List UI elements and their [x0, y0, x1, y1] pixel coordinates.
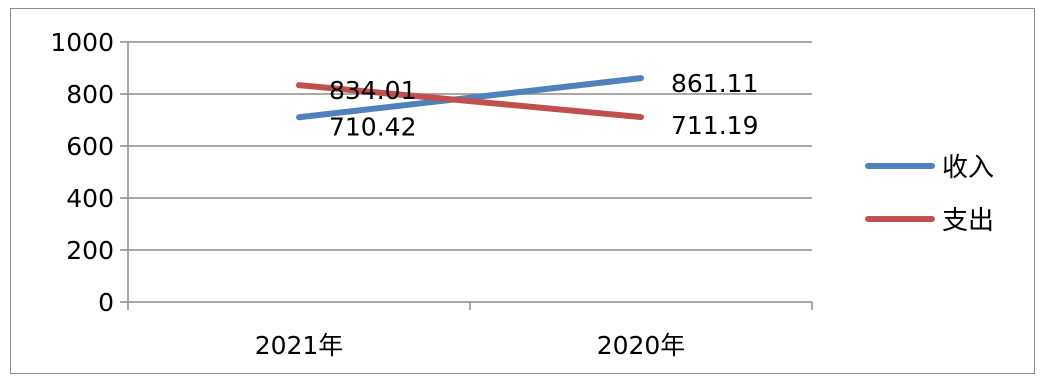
- legend-label: 收入: [942, 153, 994, 183]
- y-tick-label: 200: [66, 236, 114, 265]
- x-tick-label: 2021年: [255, 331, 344, 360]
- axes: [120, 41, 813, 310]
- series-lines: [296, 75, 644, 121]
- x-axis-tick-labels: 2021年 2020年: [255, 331, 686, 360]
- y-tick-label: 400: [66, 184, 114, 213]
- data-label: 710.42: [329, 112, 416, 141]
- gridlines: [128, 41, 812, 251]
- y-tick-label: 800: [66, 80, 114, 109]
- y-axis-tick-labels: 0 200 400 600 800 1000: [50, 28, 114, 317]
- series-line-income: [296, 75, 644, 121]
- data-label: 834.01: [329, 76, 416, 105]
- chart-frame: [10, 8, 1035, 374]
- y-tick-label: 1000: [50, 28, 114, 57]
- legend-item: 收入: [865, 153, 994, 183]
- series-line-expense: [296, 82, 644, 121]
- x-tick-label: 2020年: [597, 331, 686, 360]
- legend-label: 支出: [942, 206, 994, 236]
- data-label: 711.19: [671, 111, 758, 140]
- data-label: 861.11: [671, 69, 758, 98]
- y-tick-label: 600: [66, 132, 114, 161]
- y-tick-label: 0: [98, 288, 114, 317]
- data-labels: 710.42 861.11 834.01 711.19: [329, 69, 758, 141]
- legend-item: 支出: [865, 206, 994, 236]
